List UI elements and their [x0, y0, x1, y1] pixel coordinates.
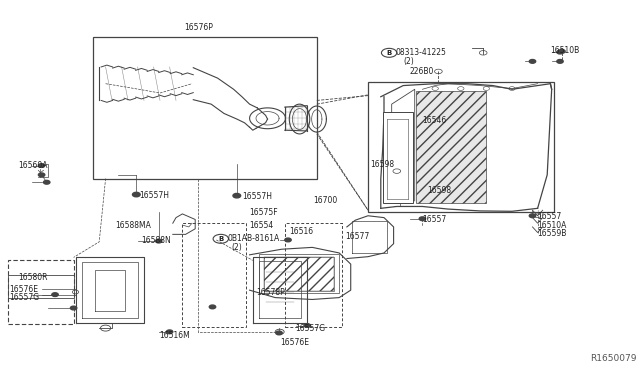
Text: 16510A: 16510A [538, 221, 567, 230]
Text: 16557H: 16557H [242, 192, 272, 201]
Circle shape [559, 49, 565, 53]
Circle shape [529, 60, 536, 63]
Text: 16700: 16700 [314, 196, 338, 205]
Text: 16557H: 16557H [140, 191, 170, 200]
Bar [93, 37, 317, 179]
Circle shape [285, 238, 291, 242]
Text: 16576E: 16576E [280, 339, 309, 347]
Text: 16557G: 16557G [296, 324, 326, 333]
Text: 16516: 16516 [289, 227, 314, 236]
Text: 08313-41225: 08313-41225 [396, 48, 446, 57]
Text: (2): (2) [232, 243, 243, 252]
Text: B: B [387, 50, 392, 56]
Text: B: B [218, 236, 223, 242]
Text: (2): (2) [403, 57, 414, 66]
Circle shape [209, 305, 216, 309]
Circle shape [557, 60, 563, 63]
Text: 16510B: 16510B [550, 46, 580, 55]
Circle shape [276, 331, 282, 335]
Text: 16580R: 16580R [18, 273, 47, 282]
Text: R1650079: R1650079 [590, 354, 637, 363]
Text: 16557G: 16557G [10, 293, 40, 302]
Circle shape [304, 324, 310, 327]
Text: 16546: 16546 [422, 116, 447, 125]
Polygon shape [383, 112, 413, 203]
Circle shape [52, 293, 58, 296]
Circle shape [166, 330, 173, 334]
Text: 16516M: 16516M [159, 331, 189, 340]
Text: 16588N: 16588N [141, 236, 170, 245]
Text: 16598: 16598 [370, 160, 394, 169]
Text: 16575F: 16575F [250, 208, 278, 217]
Bar [182, 223, 246, 327]
Text: 16578P: 16578P [256, 288, 285, 296]
Circle shape [38, 173, 45, 177]
Text: 16588MA: 16588MA [115, 221, 151, 230]
Circle shape [529, 214, 536, 218]
Bar [8, 260, 74, 324]
Circle shape [70, 306, 77, 310]
Bar [285, 223, 342, 327]
Text: 16559B: 16559B [538, 229, 567, 238]
Text: 16560A: 16560A [18, 161, 47, 170]
Text: 0B1AB-8161A: 0B1AB-8161A [227, 234, 280, 243]
Text: 16557: 16557 [422, 215, 447, 224]
Text: 16577: 16577 [346, 232, 370, 241]
Circle shape [233, 193, 241, 198]
Circle shape [132, 192, 140, 197]
Text: 16576P: 16576P [184, 23, 213, 32]
Text: 226B0: 226B0 [410, 67, 434, 76]
Text: 16557: 16557 [538, 212, 562, 221]
Polygon shape [416, 91, 486, 203]
Circle shape [557, 50, 563, 54]
Bar [368, 82, 554, 212]
Circle shape [38, 164, 45, 167]
Circle shape [44, 180, 50, 184]
Text: 16598: 16598 [428, 186, 452, 195]
Text: 16576E: 16576E [10, 285, 38, 294]
Circle shape [156, 239, 162, 243]
Text: 16554: 16554 [250, 221, 274, 230]
Circle shape [419, 217, 426, 221]
